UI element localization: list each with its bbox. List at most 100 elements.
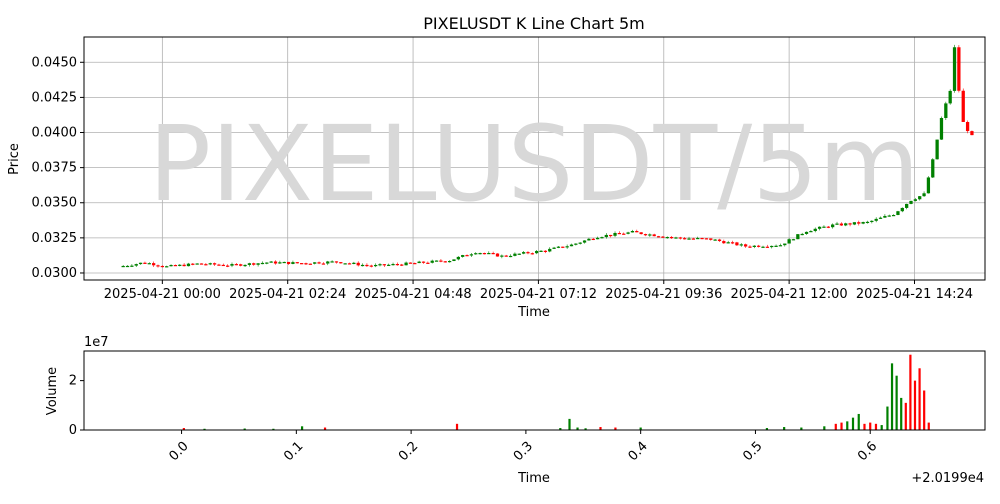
candle-body [557, 247, 560, 248]
candle-body [570, 245, 573, 247]
candle-body [896, 211, 899, 215]
candle-body [444, 261, 447, 262]
candle-body [827, 227, 830, 228]
candle-body [831, 224, 834, 227]
candle-body [574, 244, 577, 245]
candle-body [243, 265, 246, 266]
candle-body [774, 246, 777, 247]
candle-body [317, 262, 320, 263]
volume-bar [840, 423, 842, 430]
candle-body [600, 237, 603, 238]
price-x-axis-label: Time [517, 305, 550, 320]
candle-body [857, 222, 860, 223]
candle-body [796, 234, 799, 239]
candle-body [478, 253, 481, 254]
candle-body [400, 265, 403, 266]
candle-body [470, 254, 473, 255]
candle-body [818, 227, 821, 229]
candle-body [552, 248, 555, 249]
candle-body [413, 263, 416, 264]
candle-body [944, 103, 947, 118]
volume-bar [914, 381, 916, 430]
candle-body [901, 208, 904, 211]
candle-body [909, 201, 912, 204]
volume-bar [846, 421, 848, 430]
candle-body [492, 253, 495, 254]
candle-body [757, 246, 760, 247]
candle-body [526, 252, 529, 253]
candle-body [344, 263, 347, 264]
candle-body [631, 231, 634, 232]
candle-body [378, 264, 381, 265]
candle-body [483, 253, 486, 254]
candle-body [731, 242, 734, 243]
candle-body [200, 263, 203, 264]
candle-body [204, 264, 207, 265]
candle-body [962, 91, 965, 122]
volume-bar [875, 424, 877, 430]
price-x-tick-label: 2025-04-21 12:00 [731, 287, 848, 302]
candle-body [748, 247, 751, 248]
candle-body [182, 265, 185, 266]
price-y-tick-label: 0.0300 [32, 266, 78, 281]
candle-body [922, 193, 925, 196]
price-x-tick-label: 2025-04-21 09:36 [605, 287, 722, 302]
candle-body [191, 264, 194, 265]
volume-bar [886, 407, 888, 430]
candle-body [505, 256, 508, 257]
candle-body [148, 263, 151, 264]
candle-body [957, 47, 960, 90]
volume-bar [823, 426, 825, 430]
candle-body [357, 263, 360, 266]
volume-bar [905, 403, 907, 430]
volume-bars [123, 355, 930, 430]
volume-bar [923, 391, 925, 431]
candle-body [622, 234, 625, 235]
price-x-tick-label: 2025-04-21 04:48 [354, 287, 471, 302]
candle-body [374, 265, 377, 266]
candle-body [657, 236, 660, 237]
candle-body [383, 264, 386, 265]
candle-body [609, 235, 612, 236]
volume-x-tick-label: 0.1 [281, 439, 306, 464]
volume-x-tick-label: 0.2 [396, 439, 421, 464]
candle-body [787, 239, 790, 243]
candle-body [822, 227, 825, 228]
candle-body [735, 242, 738, 245]
candle-body [914, 199, 917, 201]
candle-body [779, 245, 782, 246]
candle-body [892, 215, 895, 216]
candle-body [648, 234, 651, 235]
candle-body [431, 261, 434, 263]
candle-body [626, 232, 629, 233]
candle-body [853, 222, 856, 224]
price-x-tick-label: 2025-04-21 02:24 [229, 287, 346, 302]
candle-body [692, 238, 695, 239]
volume-scale-label: 1e7 [84, 335, 109, 350]
candle-body [870, 221, 873, 222]
candle-body [213, 263, 216, 264]
price-y-axis-label: Price [7, 143, 22, 175]
volume-bar [928, 423, 930, 430]
candle-body [126, 266, 129, 267]
candle-body [296, 262, 299, 263]
candle-body [740, 244, 743, 245]
candle-body [927, 177, 930, 193]
candle-body [309, 264, 312, 265]
candle-body [396, 264, 399, 265]
volume-bar [881, 425, 883, 430]
volume-bar [900, 398, 902, 430]
candle-body [539, 251, 542, 252]
candle-body [970, 131, 973, 135]
candle-body [888, 215, 891, 216]
candle-body [209, 263, 212, 264]
candle-body [261, 263, 264, 264]
volume-bar [863, 424, 865, 430]
volume-bar [891, 363, 893, 430]
candle-body [122, 266, 125, 267]
candle-body [139, 263, 142, 264]
price-y-tick-label: 0.0325 [32, 231, 78, 246]
candle-body [718, 240, 721, 241]
candle-body [761, 247, 764, 248]
volume-x-axis-label: Time [517, 471, 550, 486]
